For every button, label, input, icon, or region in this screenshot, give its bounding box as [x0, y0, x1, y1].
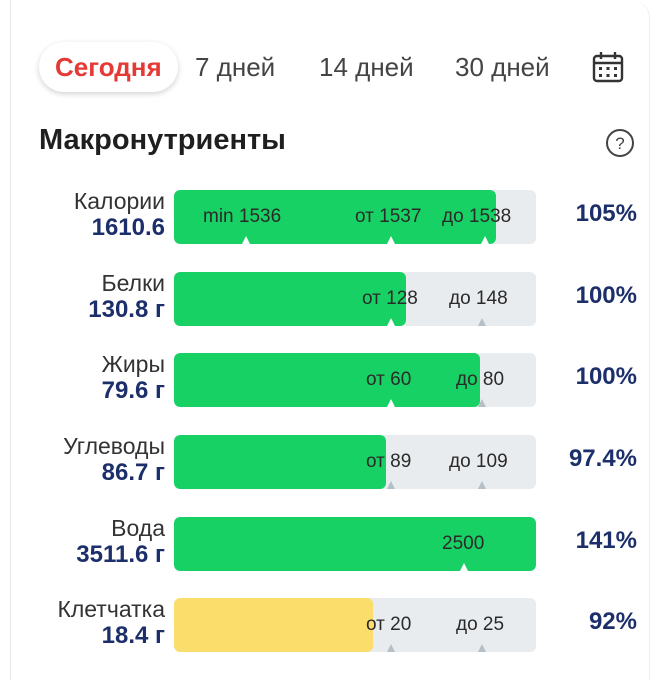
- target-marker: [387, 644, 395, 652]
- period-tabs: Сегодня 7 дней 14 дней 30 дней: [39, 42, 649, 92]
- target-label: от 1537: [355, 206, 422, 227]
- target-marker: [460, 563, 468, 571]
- target-label: до 148: [449, 288, 508, 309]
- macro-label: Вода: [111, 515, 165, 541]
- target-label: от 128: [362, 288, 418, 309]
- macro-percent: 100%: [575, 363, 637, 390]
- progress-fill: [174, 517, 536, 571]
- target-label: от 20: [366, 614, 412, 635]
- section-title: Макронутриенты: [39, 124, 286, 156]
- progress-bar: 2500: [174, 517, 536, 571]
- target-label: до 25: [456, 614, 505, 635]
- macro-row[interactable]: Калории 1610.6 min 1536 от 1537 до 1538 105%: [11, 188, 652, 244]
- tab-7-days[interactable]: 7 дней: [195, 52, 276, 82]
- target-marker: [387, 318, 395, 326]
- calendar-icon[interactable]: [591, 50, 625, 84]
- macro-row[interactable]: Углеводы 86.7 г от 89 до 109 97.4%: [11, 433, 652, 489]
- svg-text:?: ?: [615, 134, 624, 153]
- macro-label: Жиры: [101, 351, 165, 377]
- help-circle-icon[interactable]: ?: [605, 128, 635, 158]
- macro-percent: 92%: [588, 608, 637, 635]
- target-label: min 1536: [203, 206, 282, 227]
- progress-bar: от 128 до 148: [174, 272, 536, 326]
- target-label: до 109: [449, 451, 508, 472]
- progress-bar: min 1536 от 1537 до 1538: [174, 190, 536, 244]
- macro-percent: 100%: [575, 282, 637, 309]
- progress-fill: [174, 272, 406, 326]
- progress-fill: [174, 353, 480, 407]
- macro-label: Белки: [101, 270, 165, 296]
- macro-label: Углеводы: [63, 433, 165, 459]
- macro-value: 79.6 г: [101, 377, 165, 404]
- progress-fill: [174, 190, 496, 244]
- target-label: от 89: [366, 451, 412, 472]
- target-marker: [481, 236, 489, 244]
- macro-percent: 105%: [575, 200, 637, 227]
- macro-row[interactable]: Белки 130.8 г от 128 до 148 100%: [11, 270, 652, 326]
- macro-value: 3511.6 г: [76, 541, 165, 568]
- target-label: от 60: [366, 369, 412, 390]
- macro-label: Клетчатка: [57, 596, 165, 622]
- macro-row[interactable]: Жиры 79.6 г от 60 до 80 100%: [11, 351, 652, 407]
- target-marker: [478, 644, 486, 652]
- target-marker: [387, 236, 395, 244]
- target-marker: [478, 399, 486, 407]
- tab-30-days[interactable]: 30 дней: [455, 52, 550, 82]
- progress-fill: [174, 435, 386, 489]
- progress-bar: от 20 до 25: [174, 598, 536, 652]
- macro-percent: 141%: [575, 527, 637, 554]
- target-marker: [387, 399, 395, 407]
- progress-bar: от 89 до 109: [174, 435, 536, 489]
- target-label: до 1538: [442, 206, 512, 227]
- macros-card: Сегодня 7 дней 14 дней 30 дней Макронутр…: [10, 0, 650, 680]
- macro-percent: 97.4%: [568, 445, 637, 472]
- target-marker: [387, 481, 395, 489]
- tab-today[interactable]: Сегодня: [39, 42, 178, 92]
- progress-bar: от 60 до 80: [174, 353, 536, 407]
- macro-value: 18.4 г: [101, 622, 165, 649]
- target-marker: [478, 318, 486, 326]
- macro-value: 86.7 г: [101, 459, 165, 486]
- target-marker: [242, 236, 250, 244]
- target-label: до 80: [456, 369, 505, 390]
- tab-14-days[interactable]: 14 дней: [319, 52, 414, 82]
- macro-value: 1610.6: [91, 214, 165, 241]
- macro-label: Калории: [73, 188, 165, 214]
- target-label: 2500: [442, 533, 485, 554]
- macro-row[interactable]: Вода 3511.6 г 2500 141%: [11, 515, 652, 571]
- target-marker: [478, 481, 486, 489]
- progress-fill: [174, 598, 373, 652]
- macro-row[interactable]: Клетчатка 18.4 г от 20 до 25 92%: [11, 596, 652, 652]
- macro-value: 130.8 г: [88, 296, 165, 323]
